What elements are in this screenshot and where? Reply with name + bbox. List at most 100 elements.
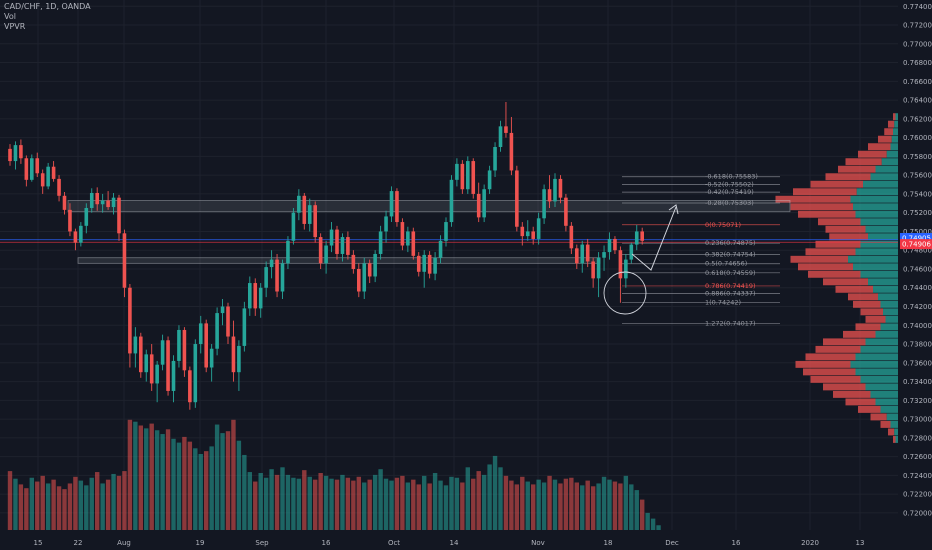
candle-body	[395, 191, 399, 223]
candle	[144, 349, 149, 382]
candle-body	[215, 313, 219, 349]
vpvr-bar-down	[865, 315, 886, 323]
time-axis: 15 22 Aug 19 Sep 16 Oct 14 Nov 18 Dec 16 2020 13	[34, 539, 865, 547]
candle	[215, 307, 219, 356]
volume-bar	[345, 477, 351, 530]
price-tick-label: 0.72400	[903, 472, 932, 480]
volume-bar	[400, 475, 405, 530]
vpvr-bar-up	[881, 158, 898, 166]
volume-bar	[656, 525, 661, 530]
candle-body	[575, 248, 579, 264]
price-tick-label: 0.77400	[903, 3, 932, 11]
volume-bar	[492, 455, 498, 530]
candle	[580, 240, 585, 273]
candle	[607, 232, 612, 260]
candle	[117, 194, 121, 241]
candle-body	[422, 254, 426, 272]
candle	[515, 165, 519, 232]
volume-bar	[351, 480, 356, 530]
candle-body	[357, 268, 361, 292]
vpvr-bar-up	[860, 345, 898, 353]
candle-body	[19, 145, 23, 159]
time-tick-label: 16	[322, 539, 331, 547]
vpvr-bar-up	[855, 248, 898, 256]
volume-bar	[438, 480, 443, 530]
volume-bar	[138, 425, 143, 530]
vpvr-bar-up	[875, 165, 898, 173]
candle	[618, 246, 623, 303]
candle	[558, 175, 563, 204]
volume-bar	[629, 484, 634, 530]
candle	[444, 217, 448, 247]
candle-body	[629, 244, 634, 260]
volume-bar	[198, 454, 203, 530]
time-tick-label: Oct	[388, 539, 400, 547]
vpvr-bar-down	[790, 203, 853, 211]
volume-bar	[73, 476, 78, 530]
volume-bar	[449, 476, 454, 530]
candle-body	[335, 229, 339, 254]
fib-label: 0(0.75071)	[705, 221, 741, 229]
candle-body	[51, 166, 56, 179]
volume-bar	[432, 473, 438, 530]
price-tick-label: 0.74800	[903, 247, 932, 255]
candle	[395, 188, 399, 227]
candle-body	[384, 216, 388, 232]
volume-indicator-label[interactable]: Vol	[4, 12, 16, 21]
candle-body	[400, 222, 405, 246]
vpvr-bar-down	[870, 413, 887, 421]
time-tick-label: Sep	[255, 539, 269, 547]
volume-bar	[204, 451, 209, 530]
vpvr-bar-up	[873, 285, 898, 293]
vpvr-bar-down	[860, 308, 883, 316]
volume-bar	[253, 481, 258, 530]
vpvr-indicator-label[interactable]: VPVR	[4, 22, 26, 31]
fib-label: -0.42(0.75419)	[705, 188, 754, 196]
vpvr-bar-down	[818, 218, 861, 226]
candle	[89, 188, 94, 213]
vpvr-bar-down	[893, 435, 896, 443]
vpvr-bar-up	[863, 180, 898, 188]
price-axis: 0.77400 0.77200 0.77000 0.76800 0.76600 0.764…	[900, 0, 932, 550]
candle	[324, 240, 328, 274]
vpvr-bar-down	[858, 405, 881, 413]
volume-bar	[323, 475, 329, 530]
candle	[585, 238, 590, 268]
candle-body	[378, 231, 383, 254]
candle-body	[531, 231, 535, 239]
candle-body	[329, 229, 334, 246]
volume-bar	[35, 481, 40, 530]
candle	[182, 327, 187, 377]
volume-bar	[356, 476, 361, 530]
volume-bar	[607, 479, 612, 530]
volume-bar	[269, 469, 274, 530]
volume-bar	[623, 475, 629, 530]
candle-body	[585, 244, 590, 262]
volume-bar	[362, 482, 367, 530]
volume-bar	[318, 473, 323, 530]
time-tick-label: 13	[856, 539, 865, 547]
zone-rect	[67, 200, 791, 213]
volume-bar	[13, 478, 18, 530]
price-tick-label: 0.73400	[903, 378, 932, 386]
candle	[509, 116, 514, 176]
candle-body	[188, 370, 192, 403]
symbol-title[interactable]: CAD/CHF, 1D, OANDA	[4, 2, 91, 11]
time-tick-label: 14	[450, 539, 459, 547]
volume-bar	[536, 479, 541, 530]
candle-body	[242, 308, 247, 346]
candle	[335, 225, 339, 260]
candle	[193, 339, 198, 408]
time-tick-label: 16	[732, 539, 741, 547]
candle-body	[438, 240, 443, 258]
candle	[313, 201, 317, 243]
candle	[291, 207, 296, 245]
vpvr-bar-down	[805, 353, 856, 361]
price-tick-label: 0.74200	[903, 303, 932, 311]
candle	[231, 320, 236, 382]
candle-body	[416, 255, 421, 272]
candle	[487, 165, 492, 194]
vpvr-bar-down	[888, 120, 895, 128]
candle-body	[569, 225, 574, 249]
